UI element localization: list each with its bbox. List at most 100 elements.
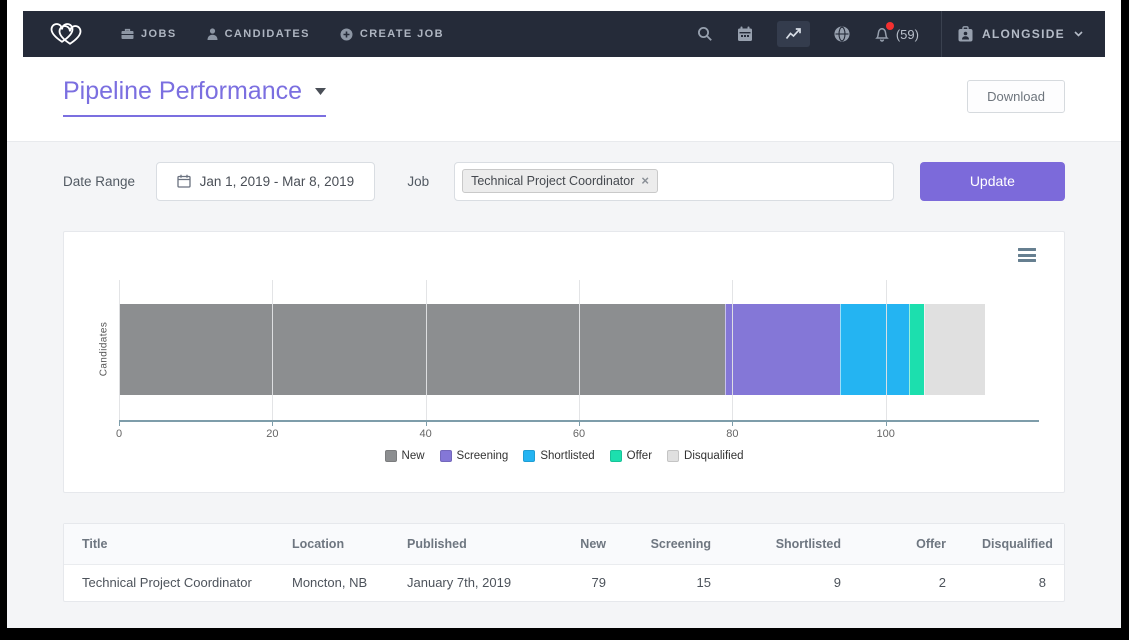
table-cell: 79	[544, 563, 624, 601]
filter-bar: Date Range Jan 1, 2019 - Mar 8, 2019 Job…	[63, 161, 1065, 201]
remove-tag-icon[interactable]: ×	[641, 173, 649, 188]
axis-tick-mark	[119, 422, 120, 426]
job-select-input[interactable]: Technical Project Coordinator ×	[454, 161, 894, 201]
navbar-divider	[940, 11, 942, 57]
search-icon[interactable]	[697, 26, 713, 42]
chart-gridline	[425, 280, 427, 420]
legend-label: Offer	[626, 450, 653, 462]
x-tick-label: 0	[115, 428, 123, 440]
nav-item-jobs[interactable]: JOBS	[121, 28, 177, 40]
nav-item-create-job[interactable]: CREATE JOB	[340, 28, 444, 41]
table-column-header: Screening	[624, 524, 729, 564]
table-column-header: Disqualified	[964, 524, 1064, 564]
table-column-header: Shortlisted	[729, 524, 859, 564]
nav-item-label: JOBS	[141, 28, 177, 40]
bar-segment-shortlisted[interactable]	[839, 304, 909, 395]
chart-gridline	[119, 280, 120, 420]
results-table-card: Title Location Published New Screening Shortl…	[63, 523, 1065, 602]
legend-swatch	[439, 450, 452, 462]
axis-tick-mark	[885, 422, 887, 426]
briefcase-icon	[121, 28, 134, 39]
legend-label: Disqualified	[684, 450, 744, 462]
job-tag-label: Technical Project Coordinator	[471, 174, 635, 188]
top-navbar: JOBS CANDIDATES CREATE JOB	[23, 11, 1105, 57]
table-cell: 15	[624, 563, 729, 601]
axis-tick-mark	[425, 422, 427, 426]
globe-icon[interactable]	[834, 26, 850, 42]
calendar-small-icon	[176, 174, 191, 188]
notifications-button[interactable]: (59)	[874, 21, 919, 43]
update-button[interactable]: Update	[919, 161, 1065, 201]
chart-x-axis	[119, 420, 1039, 426]
bar-segment-new[interactable]	[119, 304, 725, 395]
job-label: Job	[407, 173, 430, 189]
chart-x-tick-labels: 0 20 40 60 80 100	[115, 428, 1039, 442]
hearts-logo-icon	[50, 23, 82, 45]
chart-plot	[119, 280, 1039, 420]
legend-swatch	[609, 450, 622, 462]
legend-item-screening[interactable]: Screening	[439, 450, 508, 462]
bar-segment-offer[interactable]	[908, 304, 924, 395]
table-cell: Moncton, NB	[274, 563, 389, 601]
table-column-header: Title	[64, 524, 274, 564]
stacked-bar	[119, 304, 1039, 395]
chart-context-menu-icon[interactable]	[1018, 248, 1036, 265]
table-cell: 2	[859, 563, 964, 601]
chart-gridline	[885, 280, 887, 420]
content-area: Date Range Jan 1, 2019 - Mar 8, 2019 Job…	[7, 142, 1121, 628]
chart-gridline	[732, 280, 734, 420]
legend-swatch	[384, 450, 397, 462]
date-range-value: Jan 1, 2019 - Mar 8, 2019	[199, 173, 355, 189]
bar-segment-disqualified[interactable]	[923, 304, 986, 395]
x-tick-label: 20	[266, 428, 279, 440]
calendar-icon[interactable]	[737, 26, 753, 42]
legend-item-offer[interactable]: Offer	[609, 450, 653, 462]
account-label: ALONGSIDE	[981, 27, 1065, 41]
chart-y-axis-label: Candidates	[98, 321, 110, 377]
bell-icon	[874, 21, 894, 43]
table-column-header: Location	[274, 524, 389, 564]
x-tick-label: 100	[876, 428, 895, 440]
page-header: Pipeline Performance Download	[7, 57, 1121, 142]
nav-item-label: CANDIDATES	[224, 28, 310, 40]
chart-legend: New Screening Shortlisted Offer Disqualified	[64, 450, 1064, 462]
table-cell: 8	[964, 563, 1064, 601]
legend-swatch	[523, 450, 536, 462]
nav-item-candidates[interactable]: CANDIDATES	[207, 28, 310, 40]
bar-segment-screening[interactable]	[724, 304, 840, 395]
account-icon	[958, 26, 973, 42]
account-menu[interactable]: ALONGSIDE	[944, 26, 1083, 42]
results-table: Title Location Published New Screening Shortl…	[64, 524, 1064, 601]
notification-count: (59)	[895, 26, 919, 42]
chevron-down-icon	[1074, 31, 1083, 37]
table-row: Technical Project Coordinator Moncton, NB…	[64, 563, 1064, 601]
app-page: JOBS CANDIDATES CREATE JOB	[7, 0, 1121, 628]
download-button[interactable]: Download	[967, 80, 1065, 113]
report-selector[interactable]: Pipeline Performance	[63, 77, 327, 117]
legend-item-new[interactable]: New	[384, 450, 425, 462]
table-cell: January 7th, 2019	[389, 563, 544, 601]
legend-item-disqualified[interactable]: Disqualified	[667, 450, 743, 462]
legend-swatch	[667, 450, 680, 462]
analytics-icon[interactable]	[776, 21, 810, 47]
table-cell: Technical Project Coordinator	[64, 563, 274, 601]
nav-item-label: CREATE JOB	[359, 28, 444, 40]
notification-dot	[885, 21, 894, 30]
table-column-header: New	[544, 524, 624, 564]
table-cell: 9	[729, 563, 859, 601]
axis-tick-mark	[732, 422, 734, 426]
person-icon	[207, 28, 218, 40]
table-header: Title Location Published New Screening Shortl…	[64, 524, 1064, 564]
x-tick-label: 40	[419, 428, 432, 440]
axis-tick-mark	[272, 422, 274, 426]
date-range-input[interactable]: Jan 1, 2019 - Mar 8, 2019	[155, 161, 376, 201]
alongside-logo[interactable]	[45, 19, 87, 49]
legend-item-shortlisted[interactable]: Shortlisted	[523, 450, 595, 462]
table-column-header: Offer	[859, 524, 964, 564]
x-tick-label: 80	[726, 428, 739, 440]
table-column-header: Published	[389, 524, 544, 564]
legend-label: New	[401, 450, 425, 462]
chart-gridline	[579, 280, 580, 420]
page-title: Pipeline Performance	[63, 77, 303, 105]
job-tag: Technical Project Coordinator ×	[462, 169, 658, 193]
